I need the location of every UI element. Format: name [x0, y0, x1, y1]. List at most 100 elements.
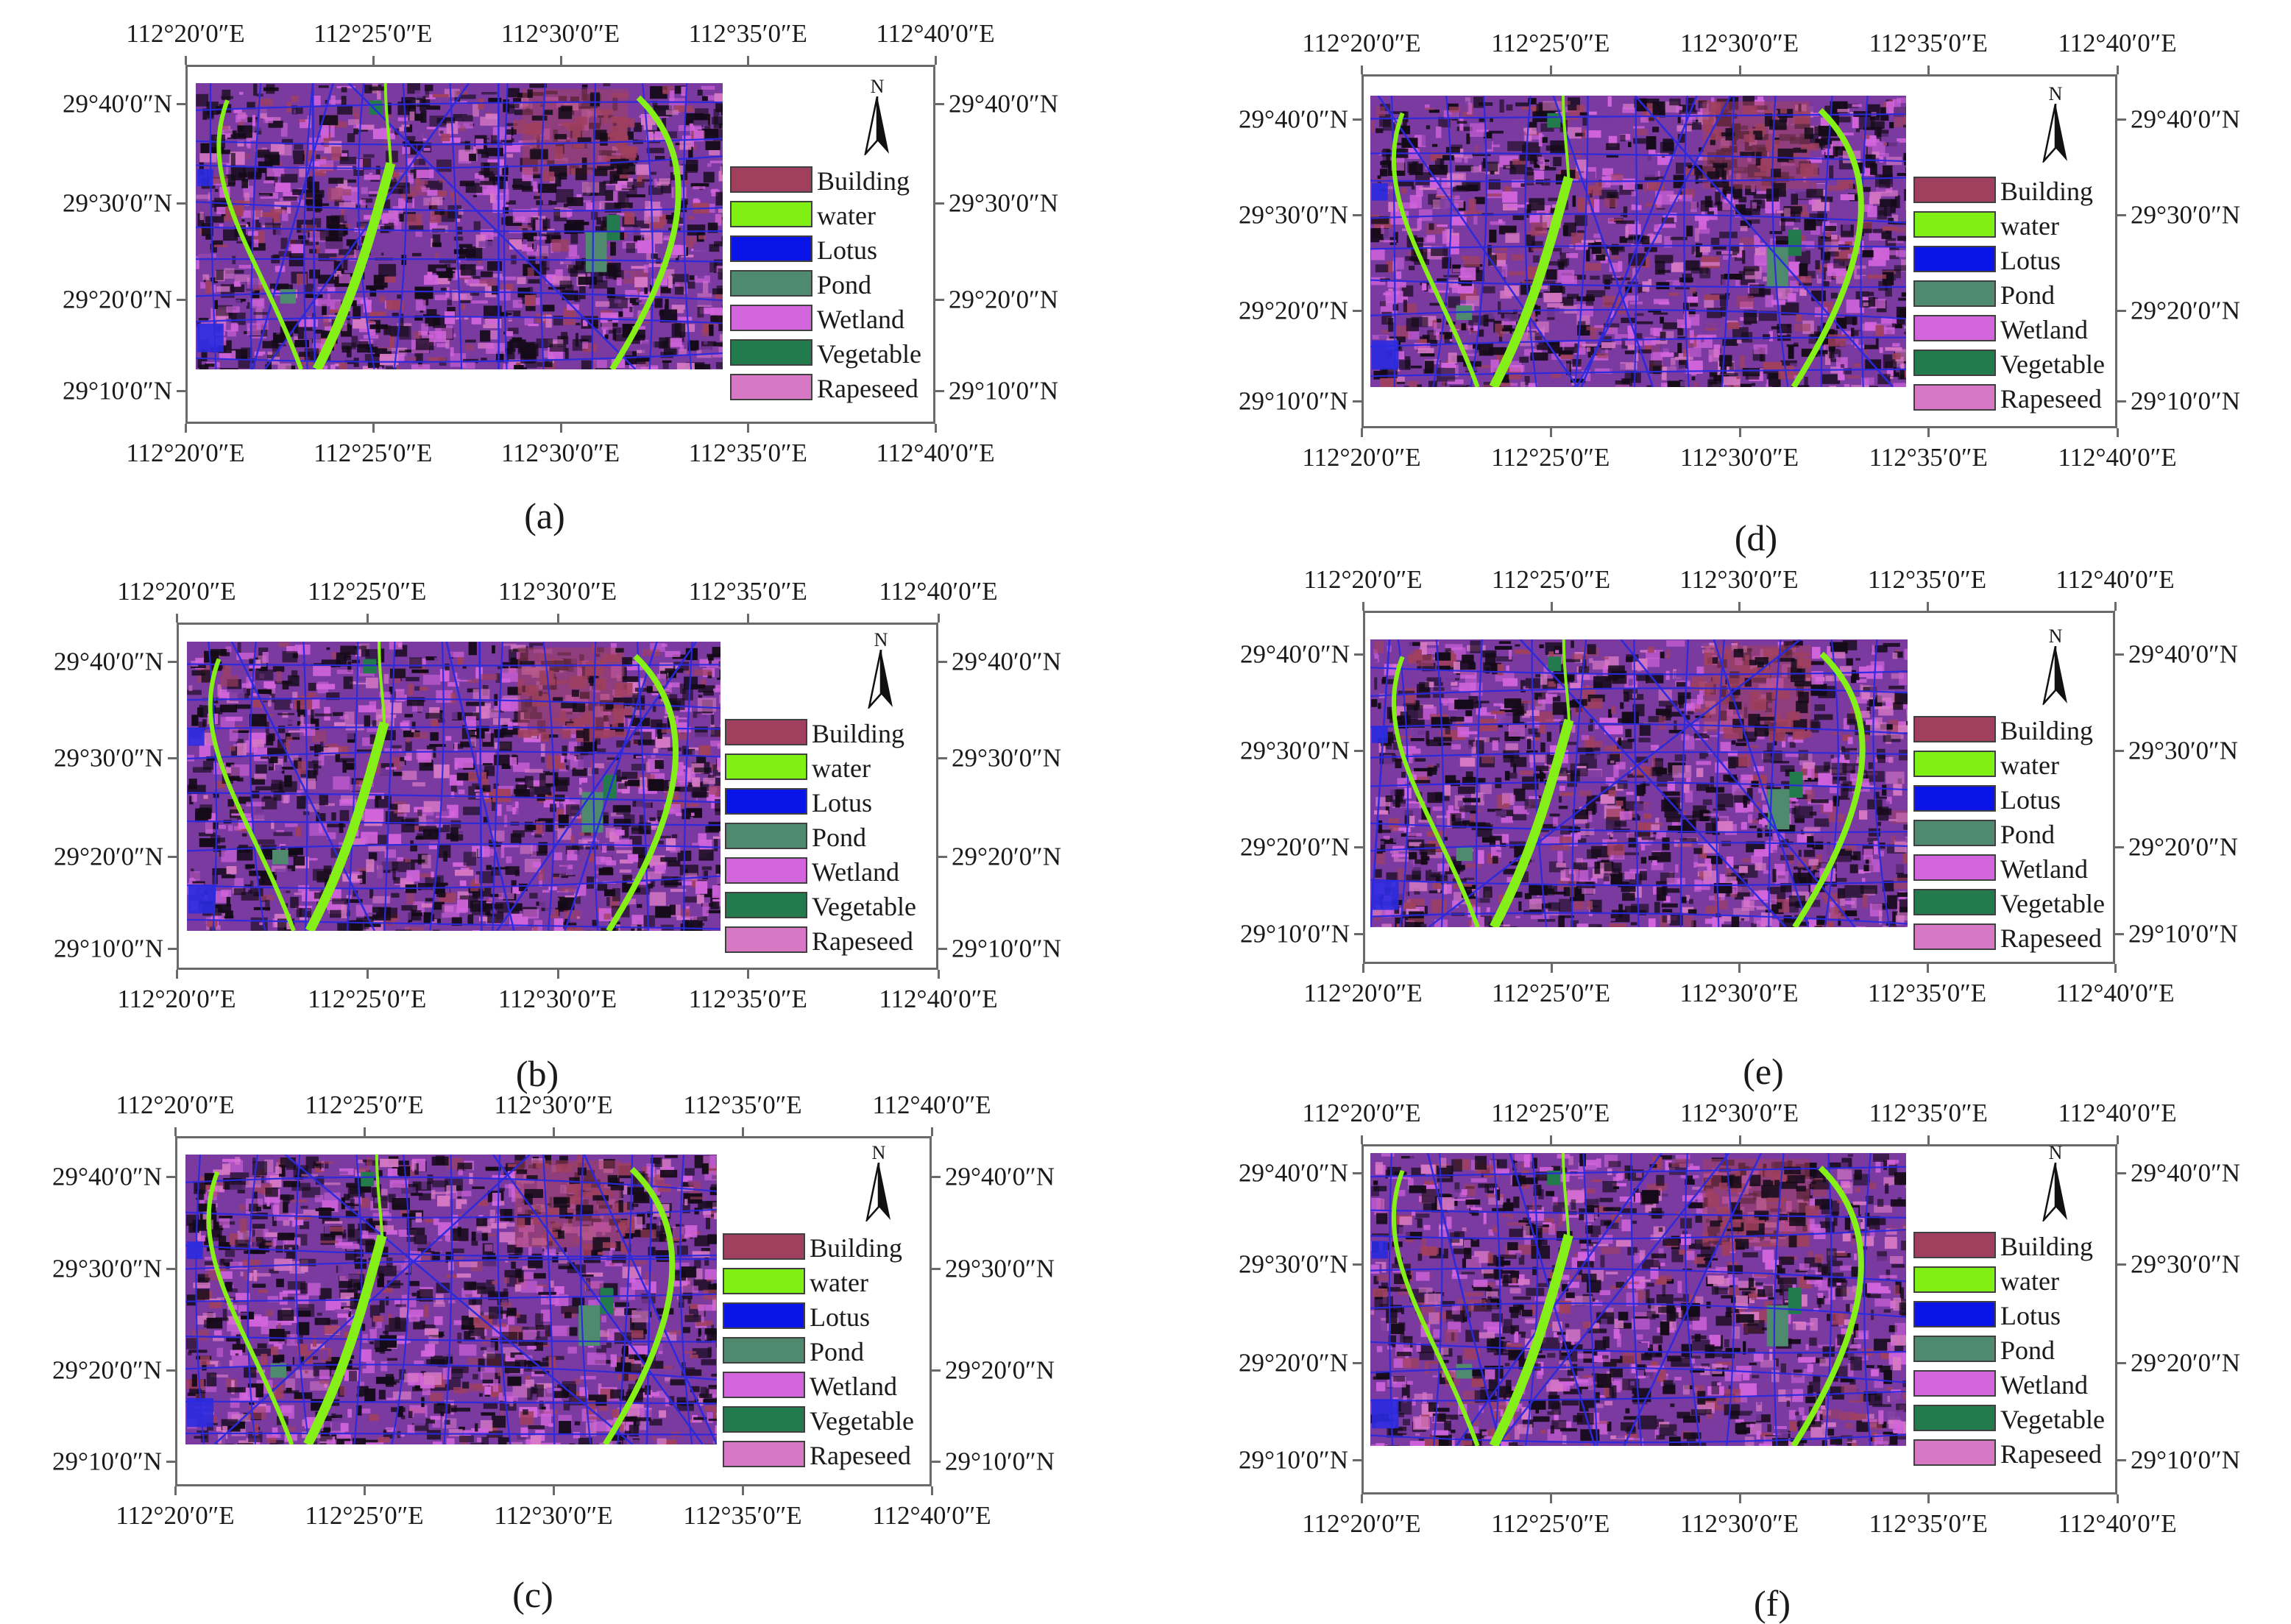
lat-label-right: 29°40′0″N — [945, 1164, 1055, 1190]
legend-swatch — [723, 1302, 805, 1329]
legend-swatch — [730, 201, 812, 227]
tick-mark — [2117, 1135, 2119, 1144]
legend-swatch — [1913, 820, 1996, 846]
legend-label: Lotus — [2000, 247, 2061, 274]
tick-mark — [935, 390, 944, 392]
tick-mark — [1550, 1135, 1552, 1144]
lon-label-top: 112°25′0″E — [305, 1092, 423, 1118]
tick-mark — [938, 661, 947, 663]
tick-mark — [166, 1369, 175, 1372]
tick-mark — [553, 1486, 555, 1495]
tick-mark — [372, 56, 375, 65]
legend-swatch — [1913, 716, 1996, 742]
map-image-area — [1370, 96, 1906, 387]
legend-swatch — [1913, 280, 1996, 307]
legend-swatch — [1913, 1405, 1996, 1431]
tick-mark — [1927, 1494, 1930, 1503]
legend-swatch — [725, 754, 807, 780]
lon-label-bottom: 112°25′0″E — [1491, 444, 1610, 470]
tick-mark — [747, 56, 749, 65]
tick-mark — [938, 948, 947, 950]
lon-label-top: 112°35′0″E — [1868, 567, 1986, 592]
north-label: N — [2039, 627, 2072, 646]
legend-swatch — [1913, 211, 1996, 238]
lon-label-bottom: 112°20′0″E — [1302, 1511, 1420, 1536]
legend-swatch — [1913, 1232, 1996, 1258]
legend-label: water — [2000, 752, 2059, 779]
tick-mark — [742, 1486, 744, 1495]
tick-mark — [2117, 1362, 2126, 1364]
lon-label-top: 112°30′0″E — [498, 578, 617, 604]
tick-mark — [2114, 602, 2117, 611]
lon-label-top: 112°20′0″E — [1302, 1100, 1420, 1126]
tick-mark — [1354, 933, 1363, 935]
lon-label-top: 112°30′0″E — [1679, 567, 1798, 592]
tick-mark — [560, 424, 562, 433]
legend-label: Wetland — [2000, 316, 2088, 343]
tick-mark — [1738, 602, 1741, 611]
lat-label-right: 29°30′0″N — [952, 745, 1061, 771]
lat-label-right: 29°30′0″N — [945, 1256, 1055, 1282]
tick-mark — [1550, 1494, 1552, 1503]
tick-mark — [2115, 846, 2124, 848]
legend-swatch — [1913, 350, 1996, 376]
lon-label-bottom: 112°35′0″E — [1869, 444, 1988, 470]
lat-label-right: 29°30′0″N — [2131, 202, 2240, 228]
legend-label: Wetland — [817, 306, 904, 333]
legend-label: Pond — [2000, 821, 2055, 848]
tick-mark — [364, 1486, 366, 1495]
lat-label-left: 29°10′0″N — [1239, 1447, 1348, 1473]
lon-label-top: 112°20′0″E — [126, 21, 244, 46]
tick-mark — [1361, 65, 1363, 74]
legend-label: Pond — [810, 1338, 864, 1365]
legend-label: Vegetable — [812, 893, 916, 920]
legend-label: Wetland — [2000, 856, 2088, 882]
tick-mark — [166, 1176, 175, 1178]
lat-label-right: 29°10′0″N — [945, 1449, 1055, 1475]
tick-mark — [1551, 964, 1553, 973]
tick-mark — [935, 56, 937, 65]
lat-label-left: 29°30′0″N — [1239, 202, 1348, 228]
north-arrow-icon: N — [2039, 85, 2072, 166]
lon-label-bottom: 112°20′0″E — [126, 440, 244, 466]
tick-mark — [938, 757, 947, 759]
lat-label-left: 29°40′0″N — [63, 91, 172, 117]
lon-label-bottom: 112°20′0″E — [117, 986, 236, 1012]
lat-label-right: 29°20′0″N — [2131, 1350, 2240, 1376]
legend-swatch — [723, 1406, 805, 1433]
lat-label-left: 29°30′0″N — [54, 745, 163, 771]
tick-mark — [176, 970, 178, 979]
lat-label-right: 29°10′0″N — [952, 936, 1061, 962]
lon-label-top: 112°35′0″E — [683, 1092, 801, 1118]
legend-swatch — [723, 1233, 805, 1260]
lon-label-top: 112°35′0″E — [689, 21, 807, 46]
legend-label: Lotus — [2000, 1302, 2061, 1329]
lon-label-top: 112°40′0″E — [2058, 30, 2176, 56]
tick-mark — [1927, 964, 1929, 973]
tick-mark — [932, 1461, 941, 1463]
legend-swatch — [723, 1441, 805, 1467]
panel-caption: (f) — [1754, 1585, 1791, 1622]
tick-mark — [2117, 65, 2119, 74]
lat-label-right: 29°10′0″N — [2131, 1447, 2240, 1473]
lon-label-bottom: 112°25′0″E — [305, 1503, 423, 1528]
tick-mark — [367, 970, 369, 979]
legend-label: Rapeseed — [817, 375, 918, 402]
lat-label-right: 29°40′0″N — [952, 649, 1061, 675]
lon-label-top: 112°30′0″E — [1680, 1100, 1799, 1126]
tick-mark — [185, 56, 187, 65]
lon-label-bottom: 112°25′0″E — [1492, 980, 1610, 1006]
map-image-area — [1370, 639, 1908, 927]
tick-mark — [560, 56, 562, 65]
north-label: N — [861, 77, 893, 96]
legend-swatch — [1913, 1439, 1996, 1466]
legend-swatch — [1913, 246, 1996, 272]
legend-label: Building — [2000, 1233, 2093, 1260]
lon-label-bottom: 112°40′0″E — [876, 440, 994, 466]
tick-mark — [1361, 428, 1363, 437]
legend-label: Lotus — [2000, 787, 2061, 813]
lon-label-top: 112°20′0″E — [1303, 567, 1422, 592]
legend-swatch — [1913, 923, 1996, 950]
